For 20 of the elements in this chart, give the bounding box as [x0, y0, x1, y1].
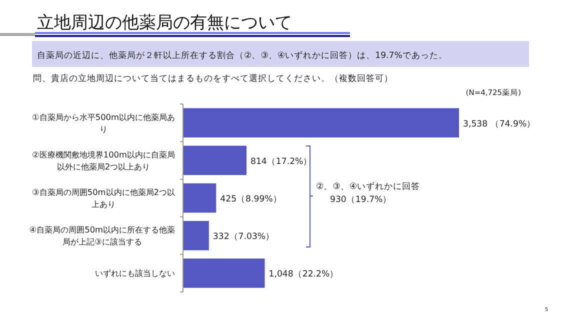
y-tick-label: ②医療機関敷地境界100m以内に自薬局以外に他薬局2つ以上あり [32, 149, 175, 172]
y-tick-label: ①自薬局から水平500m以内に他薬局あり [32, 112, 175, 134]
y-tick-label: ③自薬局の周囲50m以内に他薬局2つ以上あり [32, 187, 175, 209]
bar [183, 220, 209, 250]
data-label: 332（7.03%） [212, 232, 275, 242]
y-tick-label: いずれにも該当しない [95, 268, 175, 278]
data-label: 814（17.2%） [250, 156, 312, 167]
bar [183, 108, 459, 138]
text: 問、貴店の立地周辺について当てはまるものをすべて選択してください。（複数回答可） [33, 73, 393, 84]
data-label: 1,048（22.2%） [268, 270, 339, 280]
chart-subtitle: 自薬局の近辺に、他薬局が２軒以上所在する割合（②、③、④いずれかに回答）は、19.7%であった。 [37, 50, 448, 61]
annotation: 930（19.7%） [330, 195, 392, 205]
chart-title: 立地周辺の他薬局の有無について [37, 13, 292, 33]
data-label: 425（8.99%） [220, 194, 282, 204]
y-tick-label: ④自薬局の周囲50m以内に所在する他薬局が上記③に該当する [29, 224, 175, 247]
data-label: 3,538 （74.9%） [463, 119, 536, 130]
annotation: ②、③、④いずれかに回答 [316, 181, 420, 192]
bar [183, 146, 246, 176]
bar [183, 183, 216, 213]
bar [183, 258, 265, 288]
